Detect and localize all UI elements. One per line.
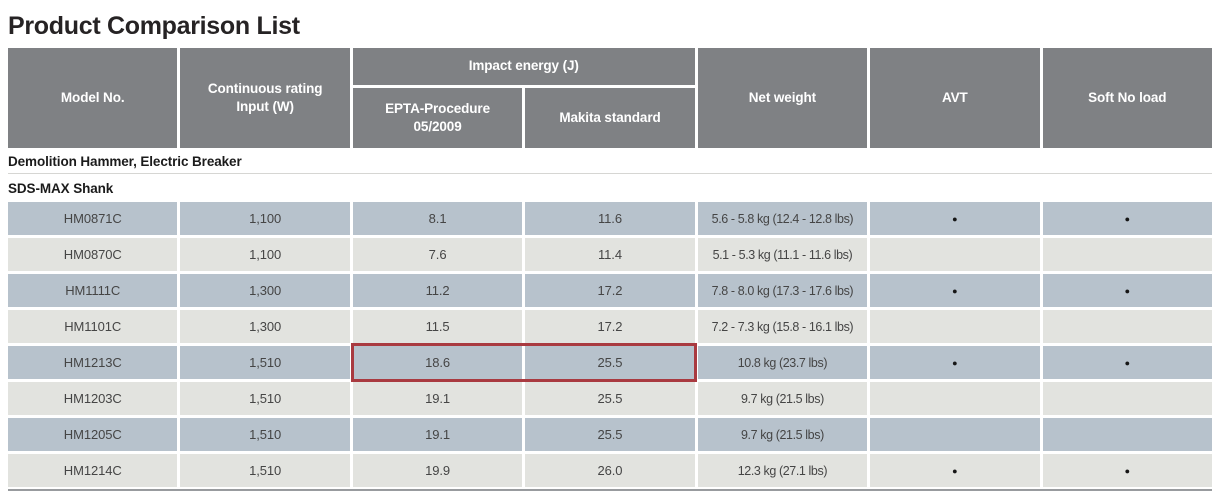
table-row: HM0871C 1,100 8.1 11.6 5.6 - 5.8 kg (12.… bbox=[8, 202, 1212, 235]
cell-net-weight: 7.8 - 8.0 kg (17.3 - 17.6 lbs) bbox=[697, 274, 868, 307]
header-net-weight: Net weight bbox=[697, 48, 868, 148]
cell-avt-dot bbox=[870, 238, 1040, 271]
section-sds-max-shank: SDS-MAX Shank bbox=[8, 180, 114, 196]
header-model-no: Model No. bbox=[8, 48, 178, 148]
cell-makita: 26.0 bbox=[525, 454, 695, 487]
table-row: HM1101C 1,300 11.5 17.2 7.2 - 7.3 kg (15… bbox=[8, 310, 1212, 343]
cell-model: HM0870C bbox=[8, 238, 178, 271]
cell-net-weight: 12.3 kg (27.1 lbs) bbox=[697, 454, 868, 487]
cell-makita: 11.4 bbox=[525, 238, 695, 271]
cell-avt-dot: ● bbox=[870, 454, 1040, 487]
cell-model: HM1203C bbox=[8, 382, 178, 415]
header-soft-no-load: Soft No load bbox=[1042, 48, 1212, 148]
cell-rating: 1,100 bbox=[180, 202, 350, 235]
comparison-table: Model No. Continuous rating Input (W) Im… bbox=[8, 48, 1212, 491]
header-rating-input: Continuous rating Input (W) bbox=[180, 48, 350, 148]
cell-soft-dot: ● bbox=[1042, 454, 1212, 487]
cell-model: HM1214C bbox=[8, 454, 178, 487]
cell-avt-dot bbox=[870, 418, 1040, 451]
cell-soft-dot: ● bbox=[1042, 274, 1212, 307]
cell-makita: 25.5 bbox=[525, 418, 695, 451]
header-avt: AVT bbox=[870, 48, 1040, 148]
cell-net-weight: 9.7 kg (21.5 lbs) bbox=[697, 382, 868, 415]
cell-rating: 1,510 bbox=[180, 454, 350, 487]
cell-avt-dot bbox=[870, 310, 1040, 343]
table-body: HM0871C 1,100 8.1 11.6 5.6 - 5.8 kg (12.… bbox=[8, 202, 1212, 491]
cell-model: HM1101C bbox=[8, 310, 178, 343]
cell-epta: 11.5 bbox=[352, 310, 523, 343]
cell-rating: 1,300 bbox=[180, 274, 350, 307]
cell-net-weight: 10.8 kg (23.7 lbs) bbox=[697, 346, 868, 379]
cell-rating: 1,510 bbox=[180, 382, 350, 415]
table-row: HM1203C 1,510 19.1 25.5 9.7 kg (21.5 lbs… bbox=[8, 382, 1212, 415]
cell-rating: 1,100 bbox=[180, 238, 350, 271]
table-row: HM1205C 1,510 19.1 25.5 9.7 kg (21.5 lbs… bbox=[8, 418, 1212, 451]
cell-makita: 17.2 bbox=[525, 274, 695, 307]
cell-soft-dot bbox=[1042, 238, 1212, 271]
cell-rating: 1,510 bbox=[180, 418, 350, 451]
cell-model: HM1111C bbox=[8, 274, 178, 307]
table-row: HM1214C 1,510 19.9 26.0 12.3 kg (27.1 lb… bbox=[8, 454, 1212, 487]
cell-net-weight: 5.6 - 5.8 kg (12.4 - 12.8 lbs) bbox=[697, 202, 868, 235]
table-row: HM1111C 1,300 11.2 17.2 7.8 - 8.0 kg (17… bbox=[8, 274, 1212, 307]
header-makita-standard: Makita standard bbox=[525, 88, 695, 148]
cell-avt-dot bbox=[870, 382, 1040, 415]
cell-soft-dot: ● bbox=[1042, 346, 1212, 379]
cell-epta: 19.1 bbox=[352, 382, 523, 415]
section-demolition-hammer: Demolition Hammer, Electric Breaker bbox=[8, 150, 1212, 174]
cell-makita: 11.6 bbox=[525, 202, 695, 235]
cell-makita: 17.2 bbox=[525, 310, 695, 343]
cell-epta: 11.2 bbox=[352, 274, 523, 307]
cell-epta: 18.6 bbox=[352, 346, 523, 379]
cell-net-weight: 9.7 kg (21.5 lbs) bbox=[697, 418, 868, 451]
cell-soft-dot: ● bbox=[1042, 202, 1212, 235]
cell-makita: 25.5 bbox=[525, 346, 695, 379]
cell-net-weight: 5.1 - 5.3 kg (11.1 - 11.6 lbs) bbox=[697, 238, 868, 271]
cell-rating: 1,510 bbox=[180, 346, 350, 379]
cell-soft-dot bbox=[1042, 382, 1212, 415]
cell-soft-dot bbox=[1042, 310, 1212, 343]
cell-epta: 19.1 bbox=[352, 418, 523, 451]
cell-model: HM0871C bbox=[8, 202, 178, 235]
header-impact-energy: Impact energy (J) bbox=[352, 48, 695, 85]
cell-model: HM1205C bbox=[8, 418, 178, 451]
cell-epta: 19.9 bbox=[352, 454, 523, 487]
table-row: HM0870C 1,100 7.6 11.4 5.1 - 5.3 kg (11.… bbox=[8, 238, 1212, 271]
cell-model: HM1213C bbox=[8, 346, 178, 379]
cell-makita: 25.5 bbox=[525, 382, 695, 415]
cell-epta: 7.6 bbox=[352, 238, 523, 271]
cell-net-weight: 7.2 - 7.3 kg (15.8 - 16.1 lbs) bbox=[697, 310, 868, 343]
cell-epta: 8.1 bbox=[352, 202, 523, 235]
page-title: Product Comparison List bbox=[8, 12, 300, 40]
table-header: Model No. Continuous rating Input (W) Im… bbox=[8, 48, 1212, 148]
cell-soft-dot bbox=[1042, 418, 1212, 451]
cell-avt-dot: ● bbox=[870, 274, 1040, 307]
table-row-highlighted: HM1213C 1,510 18.6 25.5 10.8 kg (23.7 lb… bbox=[8, 343, 1212, 382]
cell-avt-dot: ● bbox=[870, 202, 1040, 235]
header-epta-procedure: EPTA-Procedure 05/2009 bbox=[352, 88, 523, 148]
cell-rating: 1,300 bbox=[180, 310, 350, 343]
cell-avt-dot: ● bbox=[870, 346, 1040, 379]
